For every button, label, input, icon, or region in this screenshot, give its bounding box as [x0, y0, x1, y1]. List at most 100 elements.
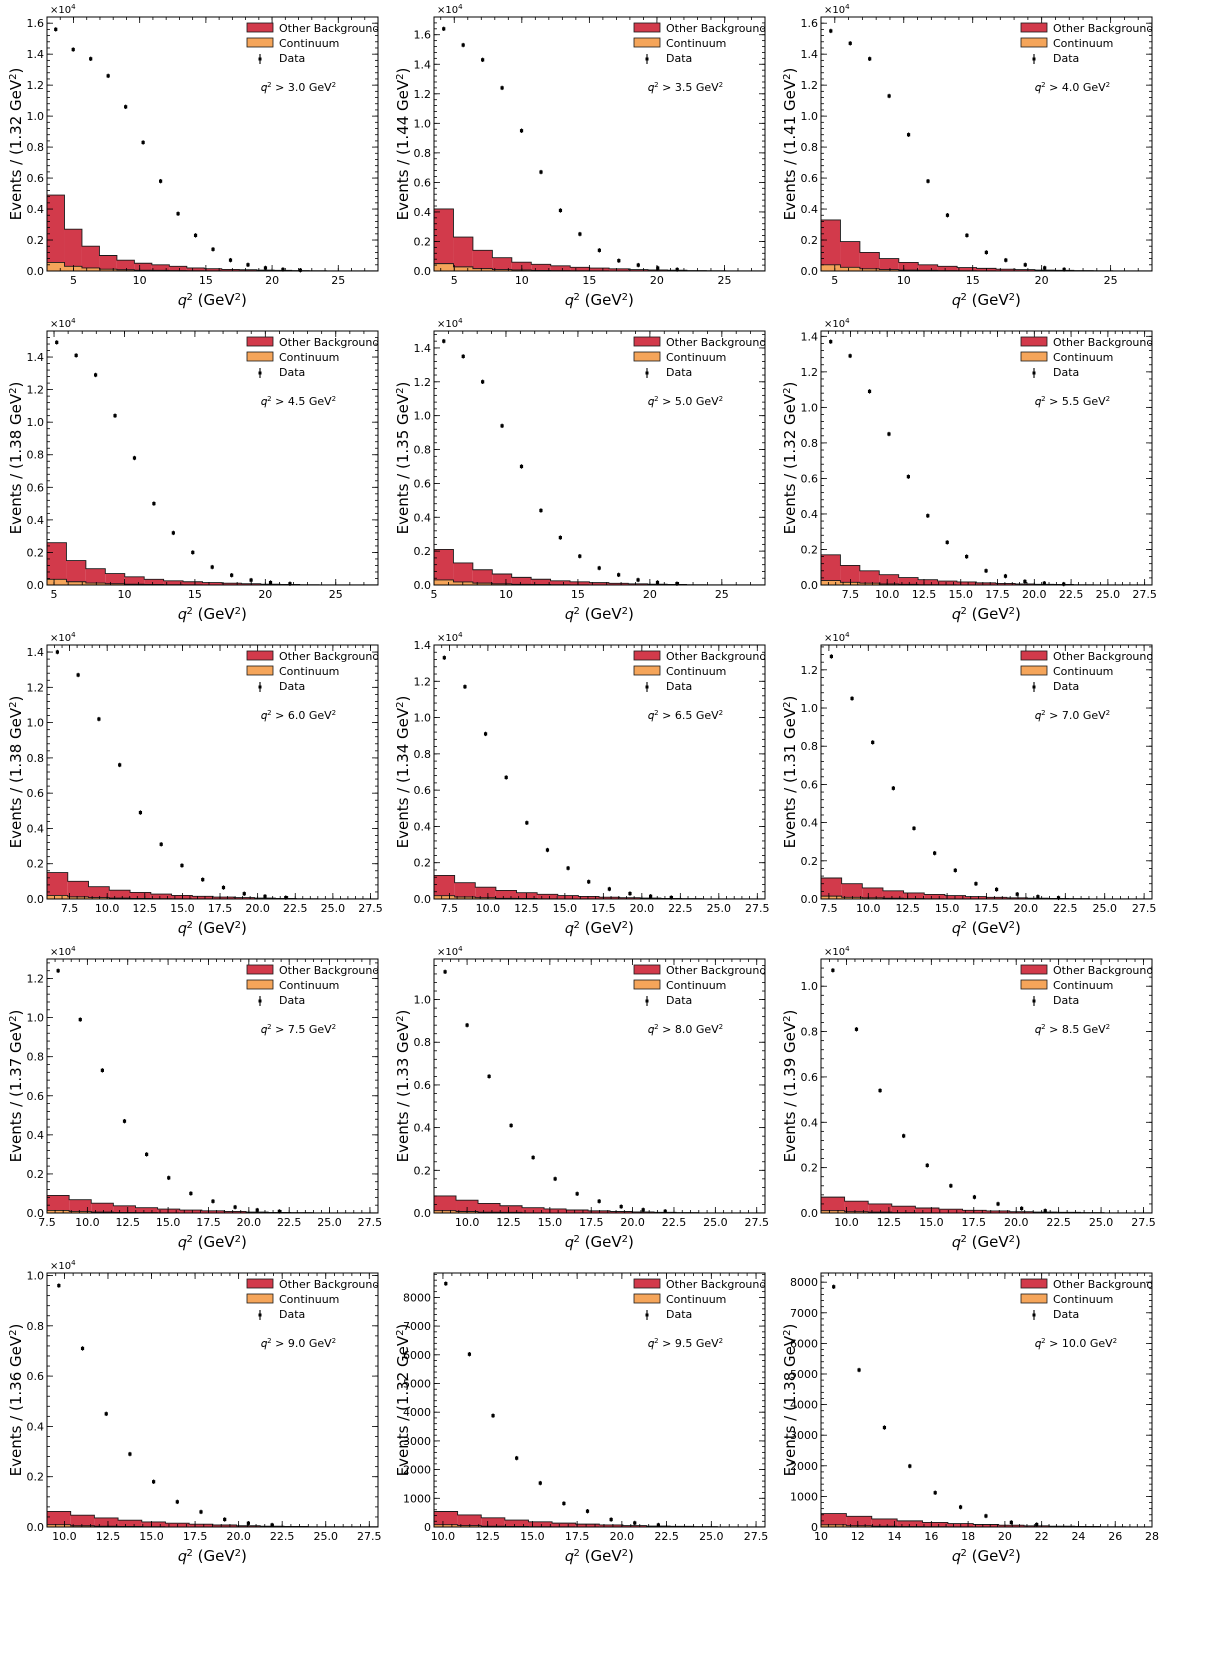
legend-label-data: Data — [279, 52, 305, 65]
background-bin — [599, 1524, 623, 1527]
y-tick-label: 0.6 — [414, 1079, 432, 1092]
y-tick-label: 0.8 — [801, 740, 819, 753]
data-point — [242, 892, 246, 896]
background-bin — [879, 574, 899, 585]
x-tick-label: 27.5 — [745, 902, 770, 915]
legend-label-continuum: Continuum — [279, 1293, 339, 1306]
background-bin — [862, 887, 883, 899]
x-tick-label: 15 — [966, 274, 980, 287]
background-bin — [186, 267, 205, 271]
y-tick-label: 0.4 — [414, 1122, 432, 1135]
background-bin — [239, 269, 257, 271]
x-axis-label: 𝑞2 (GeV2) — [178, 291, 247, 309]
y-tick-label: 1.2 — [801, 366, 819, 379]
x-axis-label: 𝑞2 (GeV2) — [952, 291, 1021, 309]
data-point — [89, 57, 93, 61]
background-bin — [986, 897, 1007, 899]
y-tick-label: 0.6 — [801, 472, 819, 485]
chart-svg: 5 10 15 20 25 0.0 0.2 0.4 0.6 0.8 1.0 1.2 1.4 ×104 𝑞2 … — [7, 317, 379, 623]
background-bin — [566, 1210, 589, 1213]
y-tick-label: 5000 — [790, 1368, 818, 1381]
x-tick-label: 12.5 — [514, 902, 539, 915]
data-point — [519, 464, 524, 469]
axis-multiplier: ×104 — [824, 631, 850, 644]
background-bin — [179, 1210, 202, 1213]
background-bin — [94, 1517, 119, 1527]
y-tick-label: 0.0 — [414, 265, 432, 278]
data-point — [974, 882, 978, 886]
tick-marks — [46, 644, 379, 900]
y-tick-label: 0.8 — [414, 1036, 432, 1049]
data-point — [848, 354, 852, 358]
x-tick-label: 22.5 — [1046, 1216, 1071, 1229]
x-tick-label: 17.5 — [208, 902, 233, 915]
data-point — [465, 1023, 469, 1027]
chart-panel-12: 10.0 12.5 15.0 17.5 20.0 22.5 25.0 27.5 0.0 0.2 0.… — [774, 942, 1182, 1273]
axis-multiplier: ×104 — [50, 631, 76, 644]
data-point — [487, 1074, 491, 1078]
background-bin — [221, 269, 240, 271]
x-tick-label: 15.0 — [170, 902, 195, 915]
x-tick-label: 20 — [1035, 274, 1049, 287]
background-bin — [475, 887, 496, 899]
x-tick-label: 17.5 — [183, 1530, 208, 1543]
data-point — [483, 732, 488, 736]
background-bin — [859, 252, 880, 271]
x-tick-label: 25.0 — [321, 902, 346, 915]
data-point — [519, 129, 524, 133]
y-tick-label: 0.6 — [27, 172, 45, 185]
background-bin — [557, 895, 579, 899]
y-axis-label: Events / (1.35 GeV2) — [394, 382, 412, 535]
histogram-group — [46, 542, 378, 586]
x-tick-label: 25.0 — [707, 902, 732, 915]
y-tick-label: 6000 — [403, 1349, 431, 1362]
tick-marks — [433, 331, 766, 586]
background-bin — [457, 1514, 482, 1527]
y-tick-label: 0.4 — [801, 1116, 819, 1129]
data-point — [233, 1205, 237, 1209]
legend: Other Background Continuum Data — [1020, 964, 1153, 1007]
background-bin — [202, 582, 222, 585]
x-axis-label: 𝑞2 (GeV2) — [178, 1233, 247, 1251]
legend: Other Background Continuum Data — [246, 650, 379, 693]
data-point — [481, 58, 485, 62]
data-point — [56, 969, 60, 973]
data-point — [159, 842, 163, 846]
legend-label-continuum: Continuum — [279, 979, 339, 992]
legend-marker-data — [258, 57, 262, 61]
x-axis-label: 𝑞2 (GeV2) — [565, 1547, 634, 1565]
background-bin — [821, 877, 842, 899]
chart-panel-11: 10.0 12.5 15.0 17.5 20.0 22.5 25.0 27.5 0.0 0.2 0.… — [387, 942, 795, 1273]
plot-frame — [433, 958, 766, 1214]
background-bin — [434, 549, 454, 585]
plot-frame — [820, 330, 1153, 586]
data-point — [461, 354, 465, 358]
legend-label-other-background: Other Background — [1053, 650, 1153, 663]
histogram-group — [820, 1513, 1151, 1528]
data-point — [984, 1514, 988, 1518]
x-tick-label: 10 — [117, 588, 131, 601]
data-point — [887, 94, 891, 98]
y-tick-label: 0.4 — [801, 817, 819, 830]
data-point — [106, 74, 110, 78]
chart-svg: 7.5 10.0 12.5 15.0 17.5 20.0 22.5 25.0 27.5 0.0 0.… — [394, 631, 770, 937]
x-tick-label: 7.5 — [820, 902, 838, 915]
data-point — [74, 353, 78, 358]
data-point — [71, 47, 75, 52]
legend-marker-data — [645, 57, 649, 61]
background-bin — [70, 1515, 95, 1527]
x-tick-label: 17.5 — [962, 1216, 987, 1229]
x-tick-label: 22 — [1035, 1530, 1049, 1543]
x-tick-label: 15 — [188, 588, 202, 601]
x-tick-label: 20 — [258, 588, 272, 601]
data-point — [867, 389, 872, 393]
y-tick-label: 0.4 — [801, 203, 819, 216]
data-point — [597, 1199, 601, 1203]
data-point — [958, 1505, 963, 1509]
data-point — [609, 1517, 613, 1522]
background-bin — [995, 583, 1016, 585]
y-tick-label: 5000 — [403, 1377, 431, 1390]
cut-label: 𝑞2 > 6.5 GeV2 — [648, 709, 723, 722]
y-tick-label: 1.4 — [414, 58, 432, 71]
data-point — [607, 887, 611, 891]
